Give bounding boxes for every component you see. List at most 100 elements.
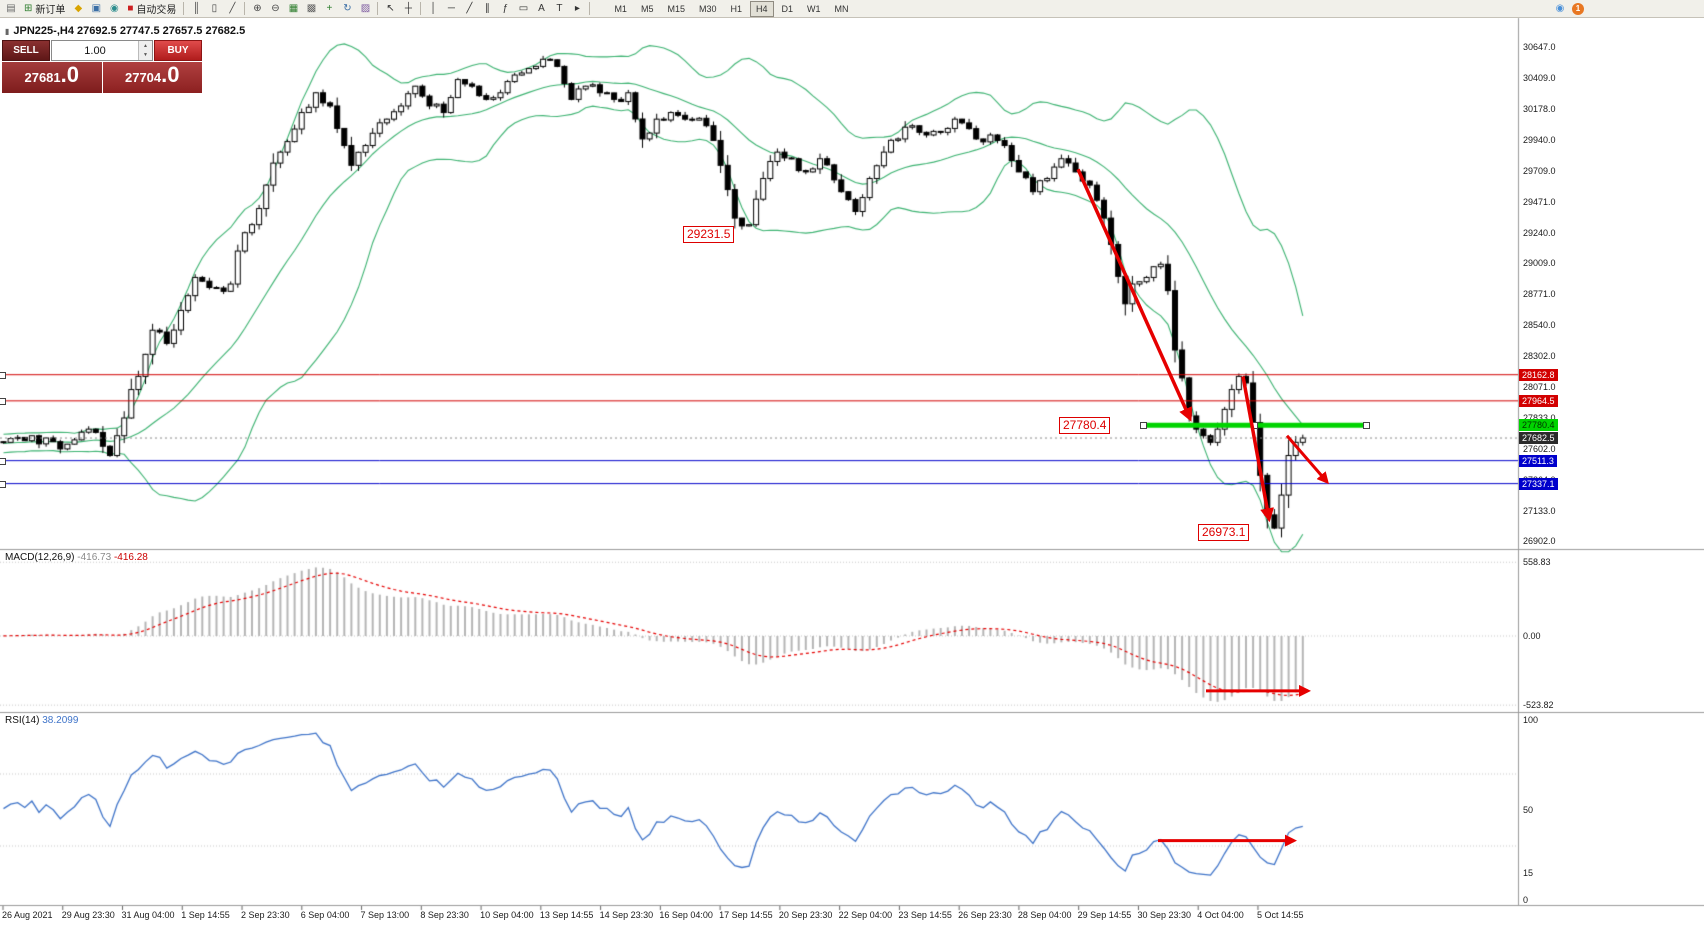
volume-down-button[interactable]: ▼ (139, 50, 152, 60)
line-handle[interactable] (0, 457, 6, 465)
buy-price-dec: .0 (161, 62, 180, 87)
time-axis-label: 6 Sep 04:00 (300, 910, 350, 920)
fibonacci-icon[interactable]: ƒ (502, 3, 509, 14)
price-tag: 28162.8 (1519, 368, 1558, 381)
timeframe-m15[interactable]: M15 (667, 3, 685, 14)
time-axis-label: 26 Aug 2021 (2, 910, 53, 920)
time-axis-label: 22 Sep 04:00 (838, 910, 893, 920)
macd-axis-label: 0.00 (1523, 631, 1541, 641)
line-handle[interactable] (1140, 422, 1147, 430)
buy-button[interactable]: BUY (154, 40, 202, 61)
price-axis-label: 30647.0 (1523, 42, 1556, 52)
shapes-icon[interactable]: ▭ (518, 3, 529, 14)
vertical-line-icon[interactable]: │ (430, 3, 437, 14)
time-axis-label: 26 Sep 23:30 (958, 910, 1012, 920)
zoom-in-icon[interactable]: ⊕ (253, 3, 262, 14)
sell-button[interactable]: SELL (2, 40, 50, 61)
timeframe-m30[interactable]: M30 (698, 3, 717, 14)
line-handle[interactable] (0, 371, 6, 379)
time-axis-label: 28 Sep 04:00 (1017, 910, 1072, 920)
time-axis-label: 14 Sep 23:30 (599, 910, 654, 920)
line-handle[interactable] (0, 480, 6, 488)
buy-price-button[interactable]: 27704.0 (102, 62, 202, 93)
price-axis-label: 26902.0 (1523, 536, 1556, 546)
price-axis-label: 28071.0 (1523, 381, 1556, 392)
autotrading-icon: ■ (127, 3, 134, 14)
data-window-icon[interactable]: ◉ (110, 3, 119, 14)
time-axis-label: 29 Sep 14:55 (1077, 910, 1132, 920)
templates-icon[interactable]: ▨ (360, 3, 371, 14)
indicators-icon[interactable]: + (326, 3, 333, 14)
periods-icon[interactable]: ↻ (343, 3, 352, 14)
timeframe-h1[interactable]: H1 (730, 3, 743, 14)
toolbar-right-group: ◉ 1 (1551, 1, 1584, 16)
time-axis-label: 17 Sep 14:55 (719, 910, 773, 920)
buy-price-int: 27704 (124, 70, 162, 85)
symbol-ohlc-text: JPN225-,H4 27692.5 27747.5 27657.5 27682… (13, 25, 246, 37)
chart-window-icon[interactable]: ▤ (6, 3, 16, 14)
one-click-trading-panel: SELL 1.00 ▲ ▼ BUY 27681.0 27704.0 (2, 40, 202, 93)
time-axis-label: 13 Sep 14:55 (539, 910, 594, 920)
bar-chart-mode-icon[interactable]: ║ (192, 3, 200, 14)
price-tag: 27511.3 (1519, 454, 1557, 467)
notification-badge[interactable]: 1 (1572, 2, 1584, 15)
toolbar-separator (589, 2, 591, 15)
macd-name: MACD(12,26,9) (5, 552, 75, 563)
horizontal-line-icon[interactable]: ─ (447, 3, 455, 14)
zoom-out-icon[interactable]: ⊖ (271, 3, 280, 14)
trendline-icon[interactable]: ╱ (466, 3, 473, 14)
new-order-button[interactable]: ⊞ 新订单 (20, 1, 69, 16)
toolbar-separator (377, 2, 379, 15)
autotrading-button[interactable]: ■ 自动交易 (123, 1, 180, 16)
line-handle[interactable] (1363, 422, 1370, 430)
text-icon[interactable]: A (538, 3, 545, 14)
rsi-value: 38.2099 (42, 715, 79, 726)
volume-field[interactable]: 1.00 ▲ ▼ (51, 40, 153, 61)
price-axis-label: 29009.0 (1523, 258, 1556, 269)
time-axis-label: 31 Aug 04:00 (121, 910, 175, 920)
arrange-windows-icon[interactable]: ▩ (306, 3, 317, 14)
cursor-icon[interactable]: ↖ (386, 3, 395, 14)
price-axis-label: 29940.0 (1523, 135, 1556, 146)
time-axis-label: 8 Sep 23:30 (420, 910, 469, 920)
trend-arrow[interactable] (1285, 434, 1329, 485)
sell-price-button[interactable]: 27681.0 (2, 62, 102, 93)
toolbar-separator (420, 2, 422, 15)
price-axis-label: 29240.0 (1523, 227, 1556, 238)
arrows-tool-icon[interactable]: ▸ (574, 3, 580, 14)
price-annotation-box[interactable]: 29231.5 (683, 225, 735, 243)
price-axis-label: 28771.0 (1523, 289, 1556, 300)
trend-arrow[interactable] (1076, 168, 1193, 422)
volume-up-button[interactable]: ▲ (139, 41, 152, 51)
line-handle[interactable] (0, 397, 6, 405)
price-annotation-box[interactable]: 27780.4 (1059, 417, 1111, 435)
timeframe-w1[interactable]: W1 (807, 3, 821, 14)
chart-icon: ▮ (5, 26, 10, 36)
time-axis-label: 5 Oct 14:55 (1256, 910, 1304, 920)
price-tag: 27780.4 (1519, 419, 1558, 432)
price-annotation-box[interactable]: 26973.1 (1198, 523, 1250, 541)
community-icon[interactable]: ◉ (1555, 3, 1565, 14)
crosshair-icon[interactable]: ┼ (404, 3, 412, 14)
market-watch-icon[interactable]: ▣ (91, 3, 102, 14)
timeframe-m1[interactable]: M1 (614, 3, 627, 14)
price-axis-label: 30409.0 (1523, 73, 1556, 84)
favorites-icon[interactable]: ◆ (74, 3, 83, 14)
timeframe-mn[interactable]: MN (834, 3, 849, 14)
toolbar-separator (183, 2, 185, 15)
new-order-icon: ⊞ (24, 3, 33, 14)
tile-windows-icon[interactable]: ▦ (288, 3, 299, 14)
price-axis-label: 27133.0 (1523, 505, 1556, 516)
timeframe-h4[interactable]: H4 (750, 0, 774, 17)
label-icon[interactable]: T (556, 3, 563, 14)
timeframe-d1[interactable]: D1 (781, 3, 794, 14)
line-chart-mode-icon[interactable]: ╱ (229, 3, 236, 14)
time-axis-label: 1 Sep 14:55 (181, 910, 230, 920)
time-axis-label: 23 Sep 14:55 (898, 910, 952, 920)
candlestick-mode-icon[interactable]: ▯ (211, 3, 218, 14)
channel-icon[interactable]: ∥ (484, 3, 490, 14)
trend-arrow[interactable] (1241, 376, 1275, 523)
timeframe-m5[interactable]: M5 (640, 3, 654, 14)
